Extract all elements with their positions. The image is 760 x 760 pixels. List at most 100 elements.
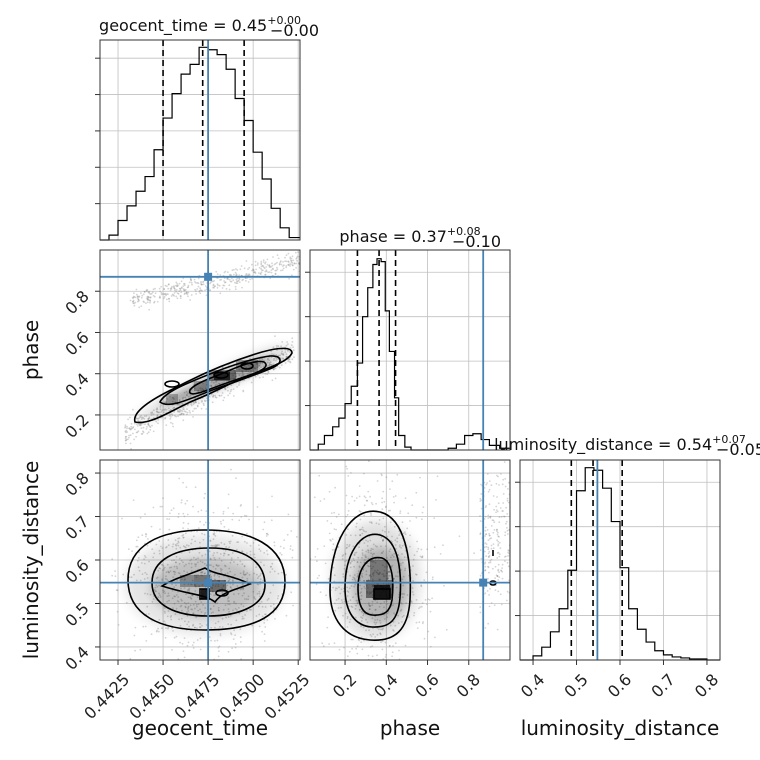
scatter-point (139, 648, 142, 651)
scatter-point (166, 663, 168, 665)
scatter-point (415, 516, 418, 519)
scatter-point (214, 285, 217, 287)
scatter-point (155, 420, 158, 423)
scatter-point (219, 634, 222, 637)
scatter-point (285, 573, 287, 576)
scatter-point (260, 271, 263, 274)
scatter-point (225, 288, 228, 290)
panel-hist-luminosity-distance: luminosity_distance = 0.54+0.07 −0.05 (494, 433, 760, 661)
scatter-point (262, 528, 265, 531)
scatter-point (245, 272, 248, 275)
truth-lines (310, 460, 510, 660)
scatter-point (425, 571, 428, 574)
scatter-point (176, 285, 179, 288)
scatter-point (132, 300, 134, 303)
scatter-point (504, 560, 506, 562)
scatter-point (265, 266, 268, 268)
scatter-point (233, 268, 235, 271)
scatter-point (505, 520, 508, 523)
scatter-point (445, 628, 448, 631)
scatter-point (343, 646, 345, 649)
scatter-point (230, 384, 233, 387)
scatter-point (212, 395, 215, 398)
scatter-point (346, 513, 349, 516)
scatter-point (220, 278, 223, 281)
scatter-point (316, 548, 319, 550)
scatter-point (487, 565, 489, 568)
scatter-point (124, 439, 127, 442)
scatter-point (504, 485, 507, 488)
density-mid (160, 359, 270, 405)
scatter-point (381, 497, 384, 500)
scatter-point (490, 602, 493, 604)
scatter-point (168, 300, 171, 303)
scatter-point (487, 622, 490, 625)
scatter-point (237, 280, 239, 283)
scatter-point (488, 554, 491, 557)
scatter-point (181, 534, 184, 537)
scatter-point (480, 493, 483, 495)
scatter-point (484, 562, 486, 565)
scatter-point (128, 427, 131, 430)
scatter-point (371, 503, 374, 506)
scatter-point (163, 297, 165, 300)
scatter-point (124, 424, 127, 427)
scatter-point (179, 413, 182, 416)
scatter-point (373, 667, 375, 669)
scatter-point (497, 563, 500, 566)
scatter-point (157, 627, 160, 630)
scatter-point (285, 266, 288, 269)
scatter-point (331, 538, 334, 540)
scatter-point (201, 290, 204, 292)
scatter-point (217, 646, 220, 649)
scatter-point (130, 422, 133, 425)
quantile-lines (356, 250, 397, 450)
scatter-point (154, 292, 157, 295)
scatter-point (228, 274, 231, 276)
scatter-point (503, 461, 506, 463)
y-tick-label: 0.8 (61, 468, 92, 499)
scatter-point (187, 528, 190, 530)
scatter-point (507, 555, 509, 557)
scatter-point (209, 289, 212, 291)
scatter-point (134, 296, 137, 299)
scatter-point (139, 424, 141, 427)
scatter-point (233, 273, 235, 276)
scatter-point (508, 481, 510, 484)
scatter-point (258, 625, 261, 628)
scatter-point (259, 273, 262, 275)
scatter-point (144, 533, 147, 535)
scatter-point (192, 410, 194, 412)
scatter-point (389, 521, 392, 524)
scatter-point (180, 287, 183, 289)
scatter-point (184, 292, 186, 295)
scatter-point (196, 405, 199, 408)
scatter-point (164, 293, 166, 296)
scatter-point (443, 584, 445, 587)
scatter-point (180, 413, 183, 415)
x-tick-label: 0.2 (329, 670, 360, 701)
scatter-point (150, 525, 153, 528)
contour-inner (357, 556, 394, 616)
scatter-point (323, 498, 326, 500)
scatter-point (126, 431, 129, 433)
scatter-point (491, 519, 494, 521)
scatter-point (190, 281, 193, 284)
scatter-point (196, 281, 199, 284)
scatter-point (496, 628, 499, 631)
scatter-point (194, 281, 196, 283)
scatter-point (385, 476, 388, 479)
scatter-point (380, 473, 383, 476)
panel-border (309, 459, 511, 661)
scatter-point (498, 541, 501, 544)
title-sup: +0.00 (267, 14, 301, 27)
scatter-point (182, 527, 185, 529)
scatter-point (171, 413, 173, 415)
scatter-point (247, 274, 250, 277)
scatter-point (268, 271, 271, 273)
scatter-point (193, 402, 196, 404)
scatter-point (376, 654, 378, 657)
scatter-point (213, 532, 216, 535)
scatter-point (223, 284, 226, 287)
